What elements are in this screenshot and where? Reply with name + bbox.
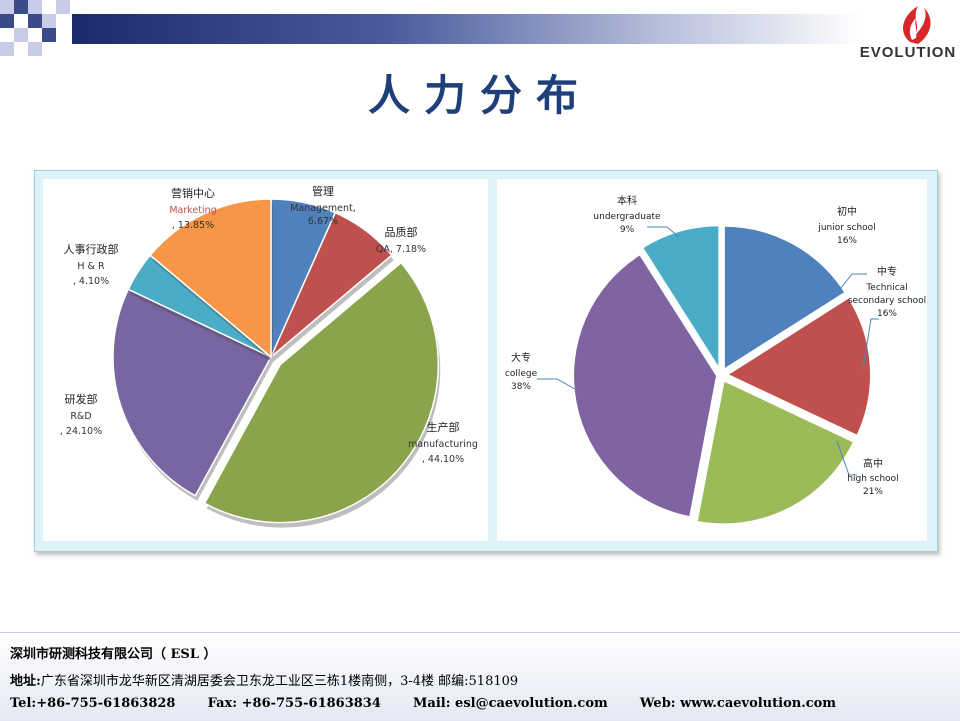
label-management-value: 6.67%	[308, 216, 338, 227]
label-high-zh: 高中	[863, 457, 883, 470]
evolution-logo: EVOLUTION	[858, 2, 958, 66]
flame-icon	[903, 6, 931, 44]
education-pie-chart: 初中 junior school 16% 中专 Technical secondary s…	[505, 194, 926, 526]
label-undergraduate-zh: 本科	[617, 194, 637, 207]
address-label: 地址:	[10, 674, 41, 689]
label-college-en: college	[505, 369, 538, 379]
pie-slice-1	[722, 224, 847, 372]
label-hr-en: H & R	[77, 261, 105, 272]
pie-slice-4	[572, 252, 719, 519]
pie-slice-3	[695, 378, 856, 526]
label-rnd-zh: 研发部	[65, 392, 98, 406]
address-text: 广东省深圳市龙华新区清湖居委会卫东龙工业区三栋1楼南侧，3-4楼 邮编:5181…	[40, 674, 519, 689]
logo-text: EVOLUTION	[859, 44, 957, 61]
label-management-zh: 管理	[312, 184, 334, 198]
label-manufacturing-value: , 44.10%	[422, 454, 464, 465]
contact-line: Tel:+86-755-61863828 Fax: +86-755-618638…	[10, 696, 864, 711]
leader-line-high	[836, 440, 857, 476]
label-marketing-zh: 营销中心	[171, 186, 215, 200]
label-hr-zh: 人事行政部	[64, 242, 119, 256]
label-qa-zh: 品质部	[385, 225, 418, 239]
label-hr-value: , 4.10%	[73, 276, 109, 287]
label-high-value: 21%	[863, 487, 883, 497]
label-marketing-en: Marketing	[169, 205, 216, 216]
label-manufacturing-zh: 生产部	[427, 420, 460, 434]
page-title: 人力分布	[367, 71, 592, 120]
pie-slice-3	[203, 261, 439, 524]
charts-panel: 管理 Management, 6.67% 品质部 QA, 7.18% 生产部 manufac…	[34, 170, 938, 552]
label-high-en: high school	[847, 474, 898, 484]
pie-slice-4	[112, 288, 273, 497]
department-pie-chart: 管理 Management, 6.67% 品质部 QA, 7.18% 生产部 manufac…	[60, 184, 478, 528]
education-chart-card: 初中 junior school 16% 中专 Technical secondary s…	[497, 179, 927, 541]
label-college-zh: 大专	[511, 351, 531, 364]
company-name: 深圳市研测科技有限公司（ ESL ）	[10, 647, 217, 662]
label-rnd-value: , 24.10%	[60, 426, 102, 437]
header-bar	[72, 14, 862, 44]
label-technical-zh: 中专	[877, 265, 897, 278]
web-link[interactable]: Web: www.caevolution.com	[639, 696, 837, 711]
label-undergraduate-value: 9%	[620, 225, 635, 235]
label-marketing-value: , 13.85%	[172, 220, 214, 231]
label-manufacturing-en: manufacturing	[408, 439, 478, 450]
mail-link[interactable]: Mail: esl@caevolution.com	[413, 696, 608, 711]
leader-line-technical	[862, 318, 879, 370]
address-line: 地址:广东省深圳市龙华新区清湖居委会卫东龙工业区三栋1楼南侧，3-4楼 邮编:5…	[10, 670, 518, 689]
label-qa-en: QA, 7.18%	[376, 244, 426, 255]
label-college-value: 38%	[511, 382, 531, 392]
label-technical-en-2: secondary school	[848, 296, 926, 306]
pie-slice-5	[640, 224, 721, 373]
label-junior-en: junior school	[817, 223, 875, 233]
label-junior-zh: 初中	[837, 205, 857, 218]
pie-slice-2	[724, 296, 872, 438]
label-technical-value: 16%	[877, 309, 897, 319]
label-undergraduate-en: undergraduate	[593, 212, 661, 222]
label-management-en: Management,	[290, 203, 356, 214]
label-junior-value: 16%	[837, 236, 857, 246]
corner-decoration	[0, 0, 70, 56]
fax-text: Fax: +86-755-61863834	[207, 696, 381, 711]
leader-line-junior	[836, 273, 867, 294]
tel-text: Tel:+86-755-61863828	[10, 696, 176, 711]
label-rnd-en: R&D	[70, 411, 91, 422]
leader-line-college	[537, 378, 576, 390]
label-technical-en-1: Technical	[865, 283, 907, 293]
leader-line-undergraduate	[647, 226, 680, 238]
department-chart-card: 管理 Management, 6.67% 品质部 QA, 7.18% 生产部 manufac…	[43, 179, 488, 541]
pie-slice-2	[270, 211, 393, 358]
pie-slice-6	[149, 198, 272, 359]
footer: 深圳市研测科技有限公司（ ESL ） 地址:广东省深圳市龙华新区清湖居委会卫东龙…	[0, 632, 960, 721]
